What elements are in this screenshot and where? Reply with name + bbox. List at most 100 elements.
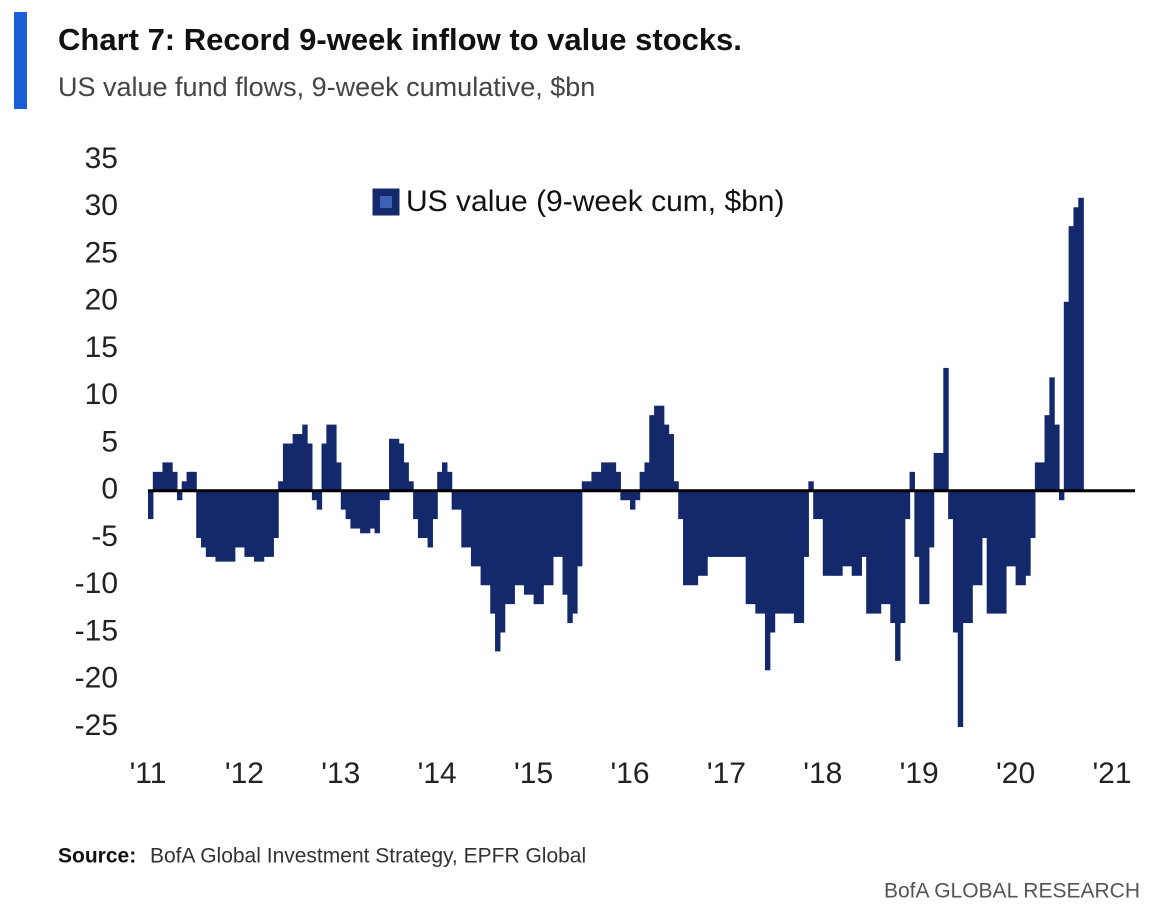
bar xyxy=(172,471,178,491)
bar xyxy=(408,481,414,491)
bar xyxy=(302,424,308,491)
bar xyxy=(890,490,896,624)
legend-label: US value (9-week cum, $bn) xyxy=(406,185,785,218)
bar xyxy=(716,490,727,557)
bar xyxy=(866,490,872,614)
bar xyxy=(871,490,882,614)
x-tick-label: '15 xyxy=(514,757,553,790)
bar xyxy=(191,471,197,491)
bar xyxy=(933,452,940,491)
bar xyxy=(389,438,400,491)
y-tick-label: 25 xyxy=(85,236,118,269)
bar xyxy=(764,490,771,671)
x-tick-label: '21 xyxy=(1092,757,1131,790)
bar xyxy=(981,490,988,538)
bar xyxy=(499,490,506,633)
bar xyxy=(899,490,906,624)
title-accent xyxy=(14,12,27,109)
bar xyxy=(244,490,255,557)
bar xyxy=(162,462,168,491)
bar xyxy=(707,490,718,557)
y-tick-label: 30 xyxy=(85,189,118,222)
bar xyxy=(254,490,265,562)
bar xyxy=(504,490,515,605)
bar xyxy=(495,490,501,652)
bar xyxy=(1063,301,1070,491)
bar xyxy=(167,462,173,491)
x-tick-label: '20 xyxy=(996,757,1035,790)
bar xyxy=(808,481,814,491)
bar xyxy=(1025,490,1031,576)
bar xyxy=(340,490,347,510)
bar xyxy=(639,471,646,491)
bar xyxy=(1015,490,1026,586)
bar xyxy=(610,462,617,491)
bar xyxy=(234,490,245,548)
bar xyxy=(1054,424,1060,491)
y-tick-label: 20 xyxy=(85,284,118,317)
x-tick-label: '14 xyxy=(418,757,457,790)
bar xyxy=(326,424,332,491)
bar xyxy=(181,481,188,491)
bar xyxy=(335,462,342,491)
y-tick-label: -15 xyxy=(75,614,118,647)
bar xyxy=(658,405,665,491)
bar xyxy=(152,471,159,491)
bar xyxy=(822,490,834,576)
bar xyxy=(943,367,949,491)
bar xyxy=(774,490,785,614)
bar xyxy=(533,490,544,605)
bar xyxy=(726,490,737,557)
bar xyxy=(957,490,964,727)
brand: BofA GLOBAL RESEARCH xyxy=(884,880,1140,903)
bar xyxy=(880,490,891,605)
bar xyxy=(663,424,670,491)
bar xyxy=(736,490,747,557)
bar xyxy=(1034,462,1046,491)
bar xyxy=(919,490,930,605)
bar xyxy=(427,490,433,548)
bar xyxy=(292,434,303,491)
bar xyxy=(634,490,641,501)
bar xyxy=(813,490,824,520)
bar xyxy=(567,490,573,624)
bar xyxy=(649,415,655,491)
bar xyxy=(601,462,612,491)
bar xyxy=(437,471,443,491)
bar xyxy=(996,490,1007,614)
bar xyxy=(413,490,419,520)
bar xyxy=(793,490,805,624)
x-tick-label: '11 xyxy=(130,757,167,790)
bar xyxy=(514,490,525,586)
bar xyxy=(562,490,568,595)
bar xyxy=(948,490,954,520)
bar xyxy=(687,490,699,586)
y-tick-label: 15 xyxy=(85,331,118,364)
bar xyxy=(360,490,371,534)
bar xyxy=(928,490,935,548)
bar xyxy=(972,490,983,586)
x-tick-label: '12 xyxy=(225,757,264,790)
bar xyxy=(678,490,684,520)
bar xyxy=(417,490,429,538)
bar xyxy=(196,490,202,538)
bar xyxy=(379,490,390,501)
bar xyxy=(861,490,867,557)
bar xyxy=(523,490,535,595)
bar xyxy=(620,490,631,501)
chart-title: Chart 7: Record 9-week inflow to value s… xyxy=(58,22,742,57)
bar xyxy=(345,490,352,520)
bar xyxy=(1030,490,1036,538)
bar xyxy=(369,490,376,529)
bar xyxy=(769,490,776,633)
bar xyxy=(398,443,405,491)
bar xyxy=(572,490,578,614)
bar xyxy=(148,490,154,520)
bar xyxy=(186,471,192,491)
y-tick-label: -10 xyxy=(75,567,118,600)
bar xyxy=(784,490,795,614)
bar xyxy=(331,424,337,491)
bar xyxy=(1078,197,1084,491)
bar xyxy=(909,471,915,491)
legend-swatch-inner xyxy=(380,196,392,208)
